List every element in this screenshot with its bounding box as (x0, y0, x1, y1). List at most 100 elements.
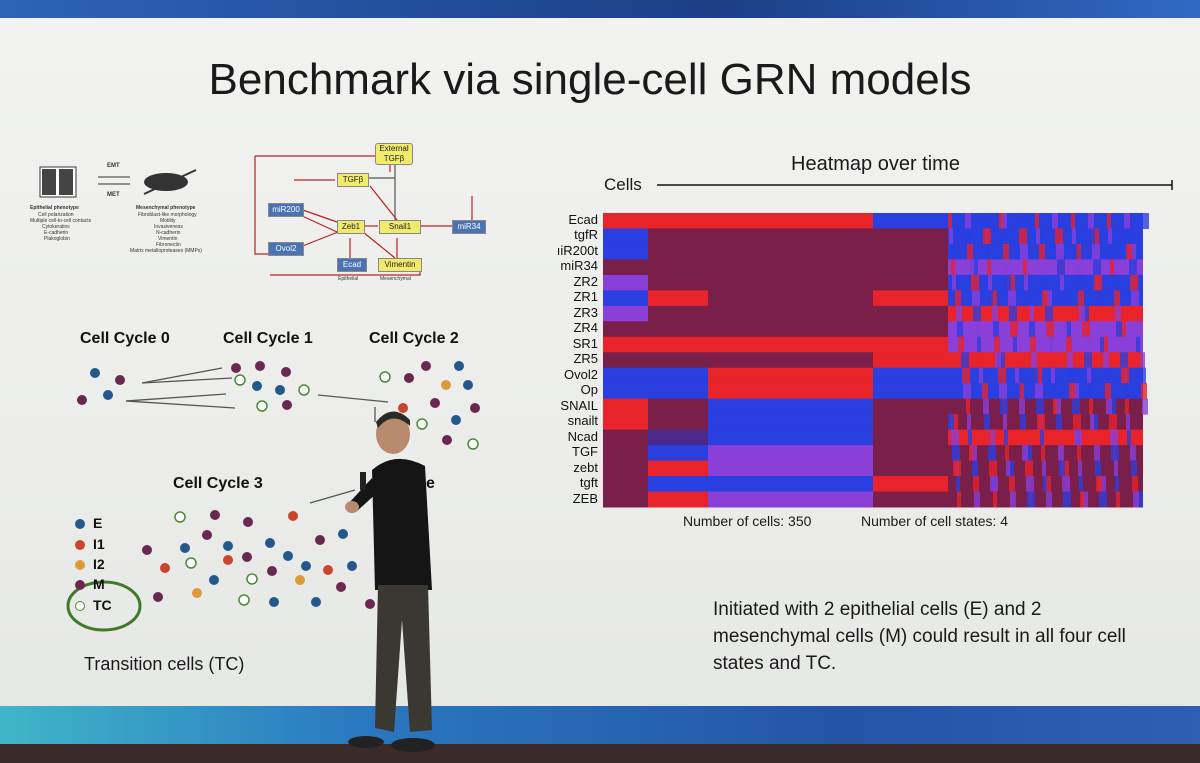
heatmap-cell (603, 476, 648, 493)
heatmap-speckle (983, 398, 989, 415)
heatmap-speckle (995, 352, 1001, 369)
emt-label: EMT (107, 163, 120, 169)
heatmap-speckle (990, 476, 998, 493)
heatmap-speckle (1018, 383, 1024, 400)
mesenchymal-item: Fibroblast-like morphology (138, 212, 197, 218)
epithelial-phenotype-title: Epithelial phenotype (30, 205, 79, 211)
heatmap-speckle (1056, 243, 1064, 260)
heatmap-cell (603, 274, 648, 291)
heatmap-speckle (954, 274, 960, 291)
heatmap-speckle (1120, 352, 1128, 369)
heatmap-speckle (1057, 429, 1063, 446)
heatmap-cell (648, 429, 708, 446)
heatmap-cell (873, 274, 948, 291)
heatmap-speckle (1136, 336, 1140, 353)
heatmap-speckle (1088, 213, 1094, 229)
legend-dot (75, 601, 85, 612)
heatmap-speckle (1141, 213, 1149, 229)
legend-dot (75, 519, 85, 530)
heatmap-speckle (1131, 460, 1137, 477)
heatmap-speckle (1020, 414, 1026, 431)
heatmap-speckle (1020, 243, 1028, 260)
epithelial-item: E-cadherin (44, 230, 69, 236)
heatmap-speckle (1040, 429, 1044, 446)
zeb1-node: Zeb1 (337, 220, 365, 234)
heatmap-cell (708, 460, 873, 477)
heatmap-speckle (972, 460, 978, 477)
heatmap-cell (873, 445, 948, 462)
heatmap-speckle (1030, 336, 1036, 353)
heatmap-cell (948, 367, 1143, 384)
heatmap-speckle (1046, 491, 1052, 508)
heatmap-speckle (1073, 243, 1077, 260)
heatmap-speckle (992, 305, 998, 322)
heatmap-speckle (1082, 491, 1088, 508)
legend-item-m: M (75, 576, 105, 592)
heatmap-speckle (1042, 290, 1048, 307)
heatmap-speckle (1093, 259, 1101, 276)
heatmap-speckle (977, 336, 981, 353)
heatmap-cell (948, 213, 1143, 229)
mesenchymal-item: Motility (160, 218, 176, 224)
heatmap-speckle (1093, 429, 1099, 446)
heatmap-speckle (1040, 259, 1046, 276)
heatmap-cell (603, 213, 648, 229)
heatmap-cell (603, 243, 648, 260)
heatmap-speckle (1111, 445, 1119, 462)
heatmap-speckle (1055, 228, 1063, 245)
heatmap-speckle (1090, 414, 1094, 431)
heatmap-cell (708, 414, 873, 431)
heatmap-speckle (1046, 321, 1054, 338)
heatmap-speckle (1104, 367, 1110, 384)
heatmap-cell (603, 259, 648, 276)
gene-label: ıiR200t (556, 242, 598, 258)
heatmap-cell (648, 243, 708, 260)
heatmap-speckle (1130, 274, 1138, 291)
heatmap-speckle (1135, 321, 1139, 338)
heatmap-speckle (1069, 383, 1075, 400)
heatmap-cell (603, 367, 648, 384)
heatmap-cell (873, 383, 948, 400)
heatmap-speckle (1059, 460, 1065, 477)
heatmap-speckle (1115, 476, 1119, 493)
heatmap-cell (708, 305, 873, 322)
heatmap-speckle (993, 491, 997, 508)
num-cells-label: Number of cells: 350 (683, 513, 812, 529)
heatmap-cell (873, 429, 948, 446)
heatmap-cell (648, 398, 708, 415)
heatmap-speckle (1003, 243, 1009, 260)
mesenchymal-item: Matrix metalloproteases (MMPs) (130, 248, 202, 254)
heatmap-cell (873, 259, 948, 276)
heatmap-speckle (1052, 383, 1056, 400)
heatmap-speckle (1019, 398, 1025, 415)
heatmap-cell (708, 445, 873, 462)
heatmap-speckle (1009, 476, 1015, 493)
heatmap-speckle (1106, 398, 1112, 415)
heatmap-speckle (991, 290, 997, 307)
heatmap-speckle (1025, 290, 1029, 307)
heatmap-speckle (1051, 367, 1055, 384)
heatmap-cell (708, 321, 873, 338)
heatmap-speckle (1105, 383, 1111, 400)
heatmap-speckle (1043, 476, 1047, 493)
heatmap-cell (873, 213, 948, 229)
heatmap-speckle (1099, 321, 1103, 338)
heatmap-speckle (1074, 429, 1082, 446)
heatmap-speckle (1068, 367, 1074, 384)
heatmap-speckle (1110, 429, 1118, 446)
heatmap-speckle (1031, 352, 1037, 369)
gene-label: ZEB (572, 490, 598, 506)
heatmap-cell (648, 213, 708, 229)
heatmap-speckle (973, 305, 981, 322)
heatmap-speckle (951, 429, 959, 446)
heatmap-speckle (1140, 367, 1146, 384)
epithelial-item: Plakoglobin (44, 236, 70, 242)
heatmap-cell (603, 429, 648, 446)
heatmap-speckle (1080, 491, 1084, 508)
heatmap-speckle (1053, 398, 1057, 415)
heatmap-speckle (1072, 398, 1080, 415)
heatmap-cell (948, 383, 1143, 400)
heatmap-cell (603, 290, 648, 307)
heatmap-speckle (1126, 414, 1130, 431)
heatmap-speckle (1013, 336, 1017, 353)
